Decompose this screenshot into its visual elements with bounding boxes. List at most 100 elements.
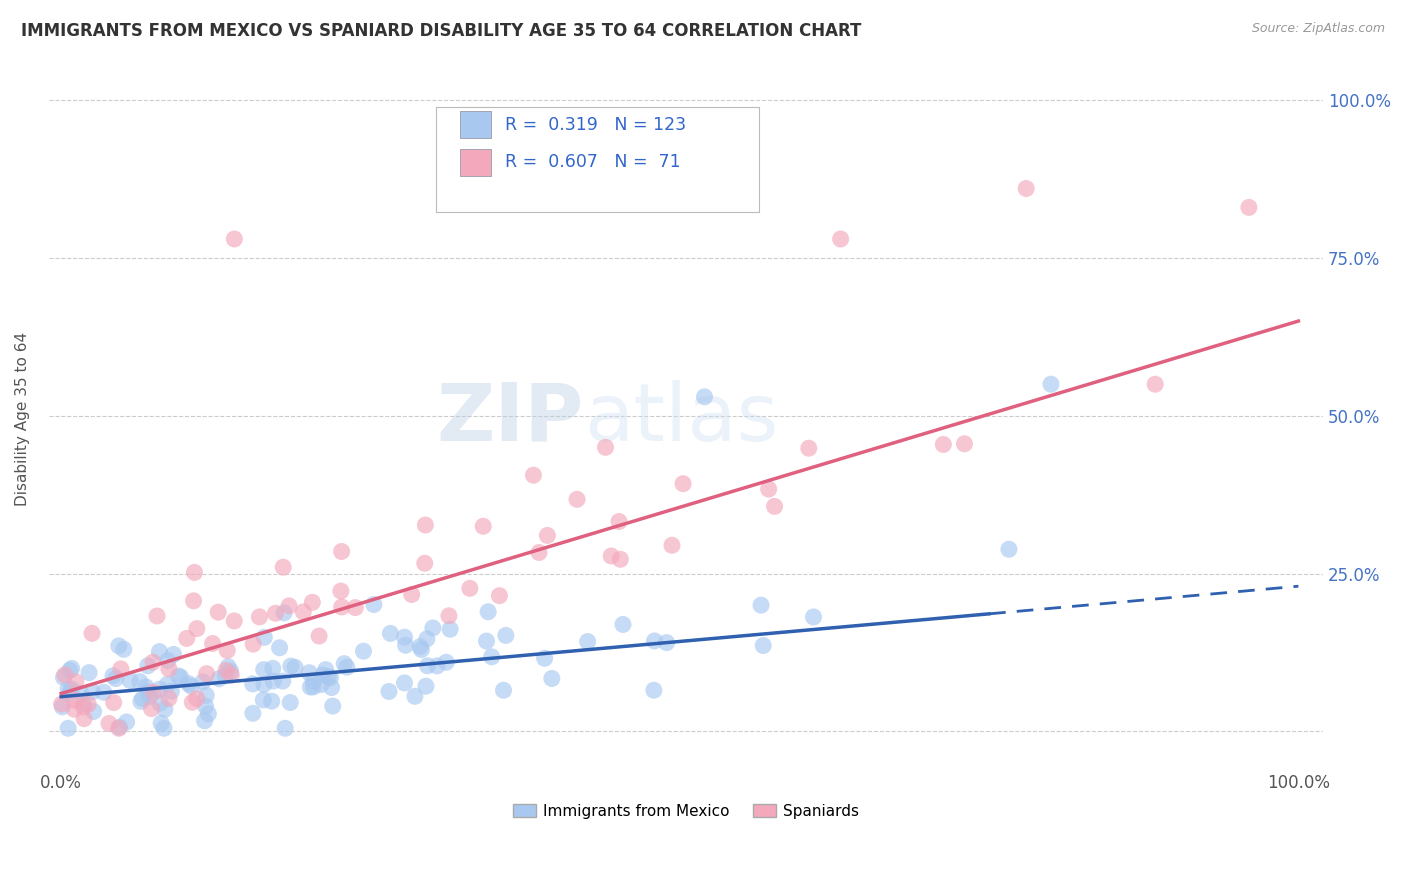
Point [595,440,617,454]
Point [318,670,340,684]
Point [330,544,353,558]
Point [302,680,325,694]
Point [148,645,170,659]
Point [153,721,176,735]
Point [149,682,172,697]
Point [108,720,131,734]
Point [183,594,205,608]
Point [138,685,160,699]
Point [533,651,555,665]
Point [93,685,115,699]
Point [271,560,294,574]
Point [77,665,100,680]
Point [156,677,179,691]
Point [607,515,630,529]
Point [495,628,517,642]
Point [186,691,208,706]
Point [540,672,562,686]
Point [522,468,544,483]
Point [1015,181,1038,195]
Point [221,668,243,682]
Point [253,663,276,677]
Point [197,706,219,721]
Point [215,664,238,678]
Point [527,545,550,559]
Point [394,630,416,644]
Point [181,695,204,709]
Point [72,697,94,711]
Point [80,626,103,640]
Point [156,654,179,668]
Point [112,642,135,657]
Point [108,639,131,653]
Point [101,669,124,683]
Point [292,605,315,619]
Point [803,610,825,624]
Point [472,519,495,533]
Point [378,684,401,698]
Point [207,605,229,619]
Point [176,632,198,646]
Point [322,699,344,714]
Point [415,679,437,693]
Point [135,680,157,694]
Point [260,694,283,708]
Point [52,670,75,684]
Point [565,492,588,507]
Point [58,687,80,701]
Point [309,677,332,691]
Point [536,528,558,542]
Text: IMMIGRANTS FROM MEXICO VS SPANIARD DISABILITY AGE 35 TO 64 CORRELATION CHART: IMMIGRANTS FROM MEXICO VS SPANIARD DISAB… [21,22,862,40]
Point [932,437,955,451]
Point [416,658,439,673]
Point [609,552,631,566]
Point [169,670,191,684]
Point [763,500,786,514]
Point [219,664,242,678]
Point [82,685,104,699]
Point [224,614,246,628]
Point [128,674,150,689]
Point [157,662,180,676]
Point [136,658,159,673]
Point [194,699,217,714]
Text: Source: ZipAtlas.com: Source: ZipAtlas.com [1251,22,1385,36]
Point [142,685,165,699]
Point [284,660,307,674]
Point [426,659,449,673]
Point [69,686,91,700]
Point [252,693,274,707]
Point [415,518,437,533]
Point [655,635,678,649]
Point [271,674,294,689]
Point [333,657,356,671]
Point [115,714,138,729]
Point [208,672,231,686]
Point [830,232,852,246]
Point [315,663,337,677]
Point [308,629,330,643]
Point [749,598,772,612]
Point [301,595,323,609]
Point [242,706,264,721]
Point [475,634,498,648]
Legend: Immigrants from Mexico, Spaniards: Immigrants from Mexico, Spaniards [506,797,865,825]
Point [344,600,367,615]
Point [298,665,321,680]
Point [672,476,695,491]
Point [183,566,205,580]
Point [998,542,1021,557]
Point [160,684,183,698]
Point [262,674,284,689]
Point [120,673,142,688]
Point [302,674,325,689]
Point [439,622,461,636]
Point [380,626,402,640]
Point [98,716,121,731]
Point [278,599,301,613]
Point [77,697,100,711]
Point [273,606,295,620]
Point [409,640,432,654]
Point [150,716,173,731]
Point [72,700,94,714]
